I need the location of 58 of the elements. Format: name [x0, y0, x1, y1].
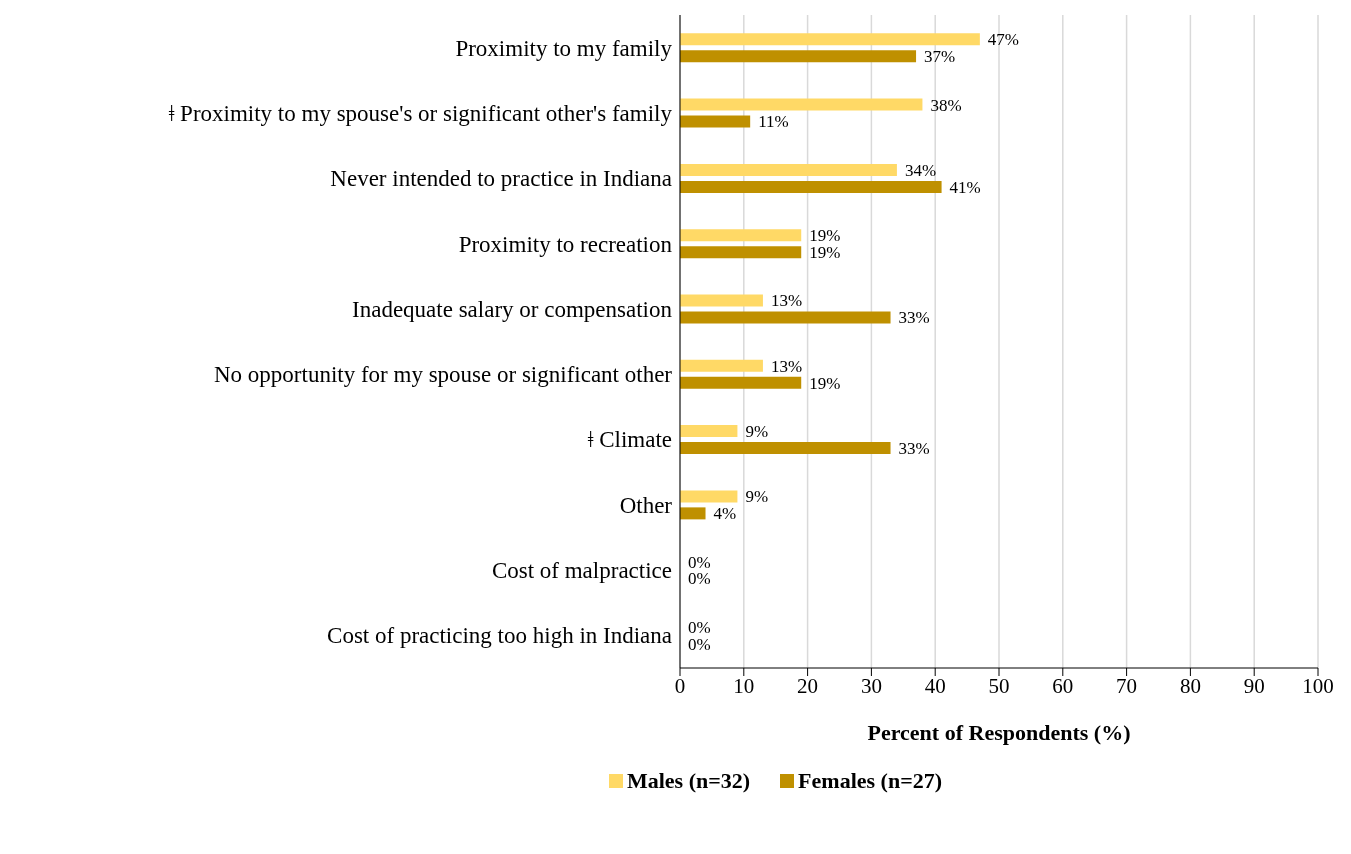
data-label: 0%: [688, 552, 711, 572]
bar: [680, 33, 980, 46]
x-axis-title: Percent of Respondents (%): [867, 720, 1131, 745]
y-tick-label: No opportunity for my spouse or significant other: [213, 362, 673, 388]
y-tick-label: Proximity to recreation: [458, 231, 673, 257]
data-label: 13%: [770, 291, 803, 311]
bar: [680, 507, 706, 520]
bar: [680, 294, 763, 307]
data-label: 33%: [898, 308, 930, 328]
y-tick-label: ǂ Climate: [587, 427, 672, 453]
x-tick-label: 100: [1302, 673, 1334, 698]
x-tick-label: 60: [1052, 673, 1074, 698]
bar: [680, 50, 917, 63]
y-tick-label: Proximity to my family: [455, 35, 673, 61]
data-label: 38%: [930, 95, 962, 115]
data-label: 0%: [688, 634, 711, 654]
bar: [680, 376, 802, 389]
y-tick-label: Never intended to practice in Indiana: [330, 166, 672, 192]
y-tick-label: ǂ Proximity to my spouse's or significant other's family: [168, 100, 673, 126]
legend-label: Females (n=27): [798, 768, 943, 794]
data-label: 4%: [713, 504, 737, 524]
x-tick-label: 30: [860, 673, 882, 698]
data-label: 41%: [949, 177, 981, 197]
bar: [680, 311, 891, 324]
y-tick-label: Inadequate salary or compensation: [352, 296, 673, 322]
bar: [680, 442, 891, 455]
data-label: 33%: [898, 438, 930, 458]
data-label: 34%: [904, 160, 937, 180]
bar: [680, 229, 802, 242]
bar: [680, 359, 763, 372]
bar: [680, 98, 923, 111]
legend-label: Males (n=32): [626, 768, 751, 794]
data-label: 47%: [987, 30, 1020, 50]
x-tick-label: 90: [1243, 673, 1265, 698]
data-label: 0%: [688, 617, 711, 637]
data-label: 9%: [745, 422, 769, 442]
bar: [680, 490, 738, 503]
y-tick-label: Cost of malpractice: [491, 558, 672, 584]
data-label: 11%: [758, 112, 789, 132]
x-tick-label: 50: [988, 673, 1010, 698]
data-label: 19%: [809, 373, 841, 393]
data-label: 37%: [924, 47, 956, 67]
data-label: 0%: [688, 569, 711, 589]
x-tick-label: 40: [924, 673, 946, 698]
x-tick-label: 20: [797, 673, 819, 698]
x-tick-label: 10: [733, 673, 755, 698]
y-tick-label: Other: [619, 492, 673, 518]
bar: [680, 180, 942, 193]
x-tick-label: 0: [674, 673, 686, 698]
y-tick-label: Cost of practicing too high in Indiana: [327, 623, 672, 649]
data-label: 9%: [745, 487, 769, 507]
bar: [680, 246, 802, 259]
x-tick-label: 70: [1116, 673, 1138, 698]
bar: [680, 425, 738, 438]
bar: [680, 163, 897, 176]
data-label: 13%: [770, 356, 803, 376]
x-tick-label: 80: [1179, 673, 1201, 698]
bar: [680, 115, 751, 128]
